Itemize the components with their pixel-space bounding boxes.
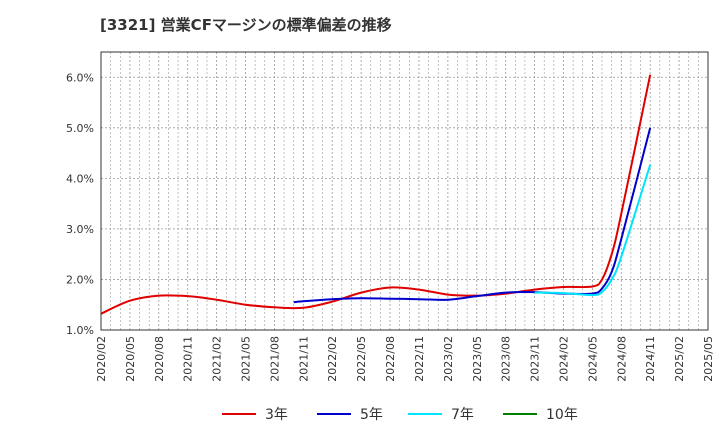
x-tick-label: 2023/02 <box>442 336 455 382</box>
x-tick-label: 2025/05 <box>702 336 715 382</box>
x-tick-label: 2022/08 <box>384 336 397 382</box>
chart-title: [3321] 営業CFマージンの標準偏差の推移 <box>100 16 392 34</box>
x-tick-label: 2022/11 <box>413 336 426 382</box>
y-tick-label: 2.0% <box>66 273 94 286</box>
x-tick-label: 2022/05 <box>355 336 368 382</box>
series-line-7年 <box>534 164 652 297</box>
x-tick-label: 2020/02 <box>95 336 108 382</box>
series-line-3年 <box>100 74 652 315</box>
x-tick-label: 2021/02 <box>211 336 224 382</box>
x-tick-label: 2021/05 <box>240 336 253 382</box>
y-tick-label: 5.0% <box>66 122 94 135</box>
x-tick-label: 2024/11 <box>644 336 657 382</box>
plot-border <box>100 51 709 331</box>
legend: 3年 5年 7年 10年 <box>222 407 578 423</box>
x-tick-label: 2023/11 <box>529 336 542 382</box>
series-line-5年 <box>293 127 652 304</box>
x-tick-label: 2024/02 <box>557 336 570 382</box>
y-tick-label: 3.0% <box>66 223 94 236</box>
y-tick-label: 4.0% <box>66 172 94 185</box>
legend-label: 7年 <box>451 407 474 423</box>
x-tick-label: 2020/11 <box>182 336 195 382</box>
x-tick-label: 2020/08 <box>153 336 166 382</box>
x-tick-label: 2023/05 <box>471 336 484 382</box>
legend-label: 5年 <box>360 407 383 423</box>
x-tick-label: 2023/08 <box>500 336 513 382</box>
x-tick-label: 2022/02 <box>326 336 339 382</box>
x-tick-label: 2021/08 <box>268 336 281 382</box>
x-tick-label: 2024/08 <box>615 336 628 382</box>
y-tick-label: 1.0% <box>66 324 94 337</box>
x-tick-label: 2020/05 <box>124 336 137 382</box>
y-tick-label: 6.0% <box>66 71 94 84</box>
legend-label: 10年 <box>546 407 578 423</box>
y-axis-ticks: 1.0% 2.0% 3.0% 4.0% 5.0% 6.0% <box>66 71 94 337</box>
x-tick-label: 2024/05 <box>586 336 599 382</box>
x-tick-label: 2025/02 <box>673 336 686 382</box>
x-axis-ticks: 2020/02 2020/05 2020/08 2020/11 2021/02 2021/… <box>95 336 715 382</box>
x-tick-label: 2021/11 <box>297 336 310 382</box>
legend-label: 3年 <box>265 407 288 423</box>
series-layer <box>100 74 652 315</box>
